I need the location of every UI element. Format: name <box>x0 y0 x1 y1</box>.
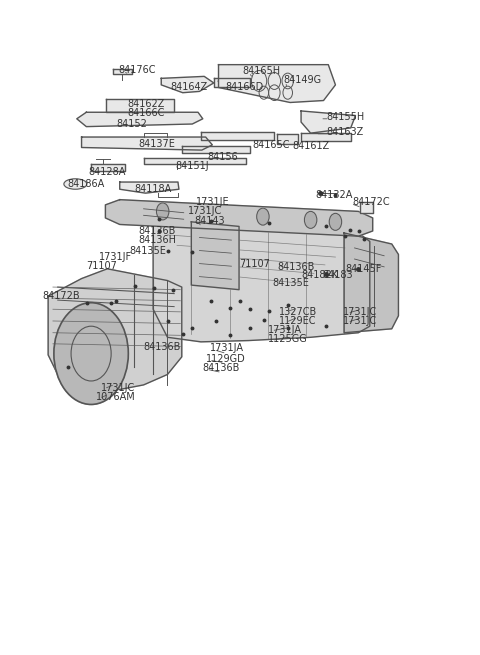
Text: 1731JA: 1731JA <box>210 343 244 353</box>
Text: 84143: 84143 <box>195 215 225 225</box>
Text: 84182K: 84182K <box>301 271 338 280</box>
Text: 84176C: 84176C <box>118 65 156 75</box>
Ellipse shape <box>64 179 87 189</box>
Polygon shape <box>82 137 212 150</box>
Text: 1731JC: 1731JC <box>188 206 222 216</box>
Text: 1076AM: 1076AM <box>96 392 136 402</box>
Text: 84136B: 84136B <box>144 342 181 352</box>
Text: 84163Z: 84163Z <box>327 127 364 137</box>
Polygon shape <box>344 233 398 333</box>
Polygon shape <box>107 99 174 112</box>
Polygon shape <box>153 222 370 342</box>
Polygon shape <box>106 200 372 236</box>
Text: 84186A: 84186A <box>67 179 105 189</box>
Text: 84172C: 84172C <box>352 197 390 207</box>
Text: 84128A: 84128A <box>88 167 126 178</box>
Polygon shape <box>192 222 239 290</box>
Text: 84166D: 84166D <box>226 83 264 92</box>
Polygon shape <box>214 79 250 88</box>
Text: 84136B: 84136B <box>203 363 240 373</box>
Text: 1731JA: 1731JA <box>268 325 301 335</box>
Text: 84172B: 84172B <box>42 291 80 301</box>
Polygon shape <box>301 111 356 133</box>
Polygon shape <box>144 158 246 164</box>
Circle shape <box>329 214 342 231</box>
Text: 1731JF: 1731JF <box>99 252 132 262</box>
Text: 84145F: 84145F <box>345 264 382 274</box>
Text: 1731JE: 1731JE <box>196 197 230 207</box>
Text: 84135E: 84135E <box>273 278 309 288</box>
Polygon shape <box>48 269 182 390</box>
Text: 84152: 84152 <box>116 119 147 129</box>
Text: 84135E: 84135E <box>129 246 166 255</box>
Text: 1125GG: 1125GG <box>268 334 307 345</box>
Polygon shape <box>113 69 132 75</box>
Text: 84162Z: 84162Z <box>128 99 165 109</box>
Text: 84118A: 84118A <box>134 184 171 195</box>
Polygon shape <box>182 146 251 153</box>
Text: 84156: 84156 <box>207 151 238 162</box>
Text: 1731JC: 1731JC <box>343 307 377 317</box>
Text: 84136B: 84136B <box>139 226 176 236</box>
Polygon shape <box>301 133 351 141</box>
Text: 84136H: 84136H <box>139 235 177 245</box>
Polygon shape <box>218 65 336 102</box>
Text: 84165C: 84165C <box>252 140 289 150</box>
Text: 1129EC: 1129EC <box>279 316 317 326</box>
Text: 84166C: 84166C <box>128 108 165 118</box>
Text: 1731JC: 1731JC <box>343 316 377 326</box>
Polygon shape <box>91 164 124 171</box>
Polygon shape <box>77 112 203 126</box>
Text: 71107: 71107 <box>86 261 117 271</box>
Polygon shape <box>201 132 275 140</box>
Polygon shape <box>360 202 372 213</box>
Text: 84161Z: 84161Z <box>292 141 330 151</box>
Text: 1327CB: 1327CB <box>279 307 317 317</box>
Text: 84155H: 84155H <box>327 112 365 122</box>
Text: 1129GD: 1129GD <box>205 354 245 364</box>
Text: 84137E: 84137E <box>139 139 176 149</box>
Circle shape <box>257 208 269 225</box>
Polygon shape <box>161 77 214 93</box>
Text: 84183: 84183 <box>322 271 353 280</box>
Text: 84136B: 84136B <box>277 263 314 272</box>
Text: 84151J: 84151J <box>176 160 209 171</box>
Polygon shape <box>277 134 298 143</box>
Circle shape <box>304 212 317 229</box>
Circle shape <box>156 203 169 220</box>
Text: 71107: 71107 <box>239 259 270 269</box>
Polygon shape <box>120 182 179 193</box>
Text: 1731JC: 1731JC <box>101 383 135 392</box>
Circle shape <box>54 303 128 404</box>
Text: 84149G: 84149G <box>283 75 321 84</box>
Text: 84164Z: 84164Z <box>171 83 208 92</box>
Text: 84132A: 84132A <box>315 190 353 200</box>
Text: 84165H: 84165H <box>242 66 280 76</box>
